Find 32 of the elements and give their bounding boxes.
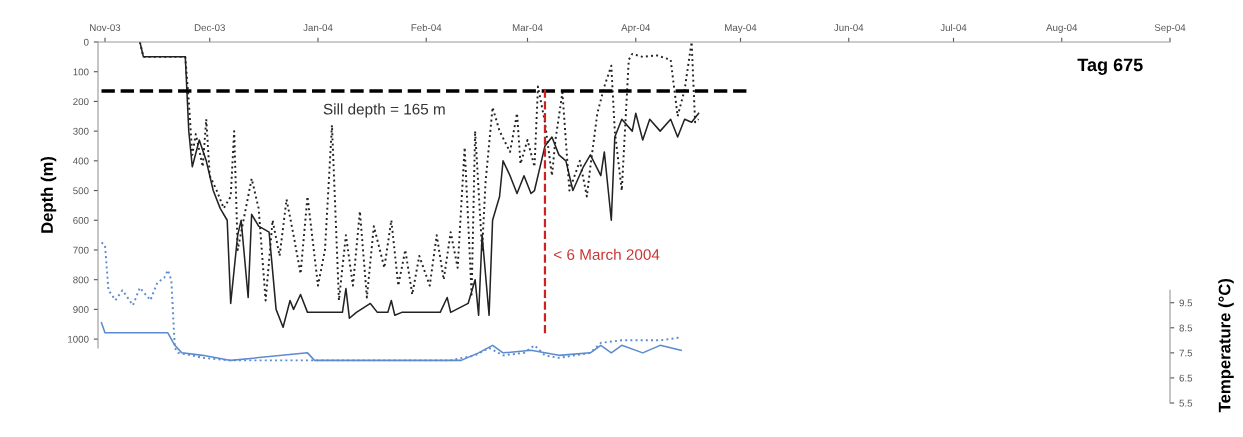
y2-tick-label: 8.5 [1179,324,1193,332]
x-tick-label: Sep-04 [1154,24,1186,33]
y-tick-label: 200 [73,98,89,106]
y-tick-label: 800 [73,276,89,284]
y-tick-label: 1000 [68,335,89,343]
y2-tick-label: 9.5 [1179,299,1193,307]
y-tick-label: 100 [73,68,89,76]
annotation: Tag 675 [1077,58,1143,75]
y-tick-label: 700 [73,246,89,254]
y-tick-label: 600 [73,216,89,224]
x-tick-label: Apr-04 [621,24,651,33]
y2-tick-label: 6.5 [1179,374,1193,382]
x-tick-label: Dec-03 [194,24,225,32]
y2-tick-label: 5.5 [1179,399,1193,407]
y-tick-label: 900 [73,306,89,313]
x-tick-label: Nov-03 [90,24,121,32]
x-tick-label: Jun-04 [834,24,864,32]
x-tick-label: Jul-04 [940,23,967,32]
y-tick-label: 500 [73,187,89,195]
y-tick-label: 0 [83,38,89,46]
annotation: Sill depth = 165 m [323,103,445,118]
x-tick-label: May-04 [725,24,757,33]
x-tick-label: Feb-04 [411,23,442,32]
y-tick-label: 300 [73,127,89,135]
y2-axis-title: Temperature (°C) [1218,278,1234,413]
x-tick-label: Aug-04 [1046,24,1078,33]
y-tick-label: 400 [72,157,89,165]
y-axis-title: Depth (m) [40,156,57,233]
y2-tick-label: 7.5 [1179,349,1193,357]
annotation: < 6 March 2004 [554,248,660,260]
x-tick-label: Mar-04 [512,24,543,32]
x-tick-label: Jan-04 [303,24,333,32]
